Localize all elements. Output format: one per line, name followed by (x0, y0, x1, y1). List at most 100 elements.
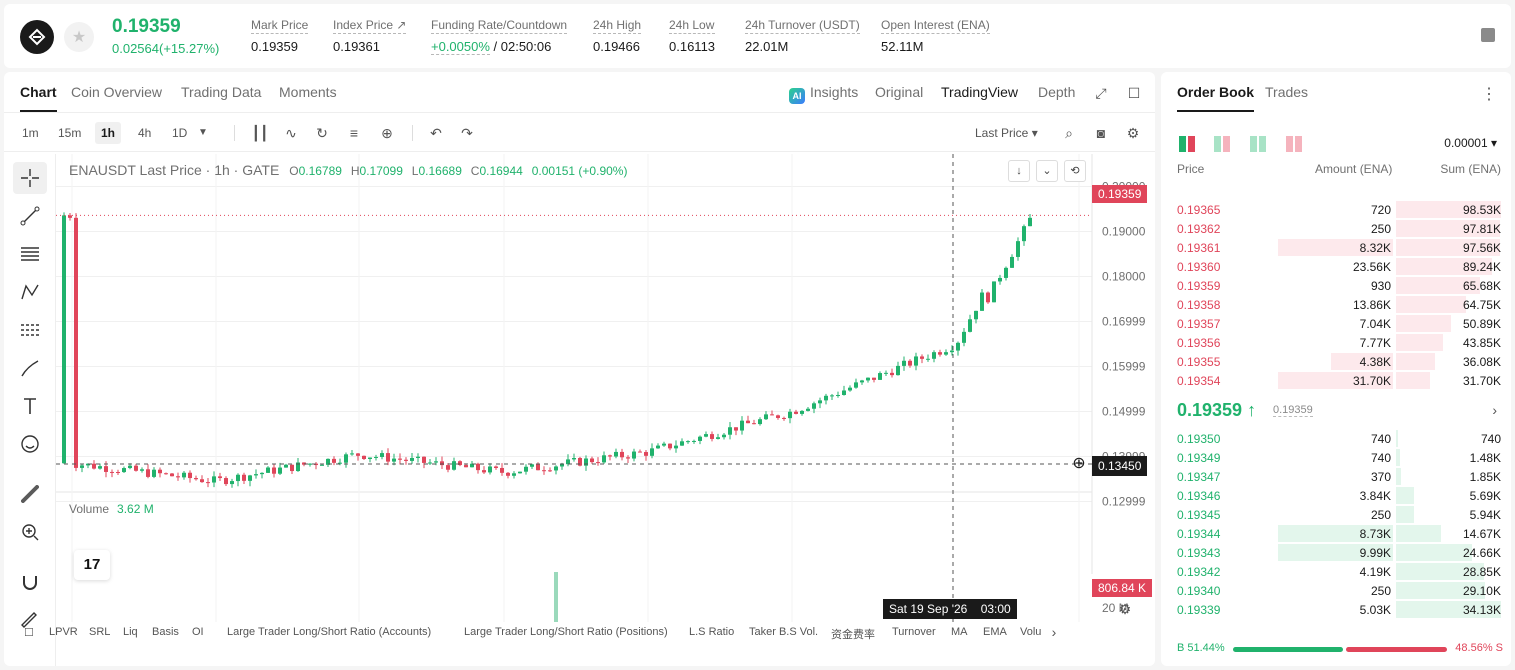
indicator-item[interactable]: SRL (89, 626, 111, 638)
indicator-item[interactable]: Large Trader Long/Short Ratio (Positions… (464, 626, 668, 638)
timeframe-1m[interactable]: 1m (22, 126, 39, 140)
guide-book-icon[interactable] (1481, 28, 1495, 42)
indicator-item[interactable]: Basis (152, 626, 179, 638)
ask-row[interactable]: 0.19356 7.77K 43.85K (1161, 333, 1511, 352)
view-asks-icon[interactable] (1286, 136, 1304, 152)
indicator-item[interactable]: Volu (1020, 626, 1042, 638)
chart-settings-icon[interactable]: ⚙ (1118, 601, 1132, 617)
view-tradingview[interactable]: TradingView (941, 84, 1019, 100)
chevron-down-icon[interactable]: ▼ (198, 127, 208, 138)
tab-order-book[interactable]: Order Book (1177, 84, 1255, 112)
bid-row[interactable]: 0.19345 250 5.94K (1161, 505, 1511, 524)
zoom-in-tool-icon[interactable] (13, 516, 47, 548)
timeframe-15m[interactable]: 15m (58, 126, 82, 140)
view-both-icon[interactable] (1179, 136, 1197, 152)
price-type-select[interactable]: Last Price ▾ (975, 126, 1038, 140)
emoji-tool-icon[interactable] (13, 428, 47, 460)
tab-moments[interactable]: Moments (279, 84, 337, 100)
bid-row[interactable]: 0.19344 8.73K 14.67K (1161, 524, 1511, 543)
bid-row[interactable]: 0.19339 5.03K 34.13K (1161, 600, 1511, 619)
bid-row[interactable]: 0.19346 3.84K 5.69K (1161, 486, 1511, 505)
fullscreen-icon[interactable]: ⤢ (1095, 85, 1107, 101)
add-alert-icon[interactable]: ⊕ (381, 125, 393, 141)
bid-row[interactable]: 0.19347 370 1.85K (1161, 467, 1511, 486)
tab-coin-overview[interactable]: Coin Overview (71, 84, 163, 100)
indicator-item[interactable]: Taker B.S Vol. (749, 626, 819, 638)
stat-label[interactable]: 24h Turnover (USDT) (745, 18, 860, 34)
ask-row[interactable]: 0.19355 4.38K 36.08K (1161, 352, 1511, 371)
ask-row[interactable]: 0.19360 23.56K 89.24K (1161, 257, 1511, 276)
stat-label[interactable]: Index Price ↗ (333, 18, 407, 34)
scroll-down-icon[interactable]: ↓ (1008, 160, 1030, 182)
chevron-right-icon[interactable]: › (1492, 402, 1497, 418)
collapse-icon[interactable]: ⌄ (1036, 160, 1058, 182)
add-order-icon[interactable]: ⊕ (1072, 455, 1086, 472)
bid-row[interactable]: 0.19340 250 29.10K (1161, 581, 1511, 600)
bid-row[interactable]: 0.19343 9.99K 24.66K (1161, 543, 1511, 562)
ruler-tool-icon[interactable] (13, 478, 47, 510)
view-bids-icon[interactable] (1250, 136, 1268, 152)
indicator-item[interactable]: Liq (123, 626, 138, 638)
settings-gear-icon[interactable]: ⚙ (1126, 125, 1140, 141)
search-icon[interactable]: ⌕ (1065, 125, 1073, 141)
chevron-right-icon[interactable]: › (1051, 624, 1057, 640)
indicator-item[interactable]: Turnover (892, 626, 936, 638)
tab-chart[interactable]: Chart (20, 84, 57, 112)
indicator-icon[interactable]: ∿ (285, 125, 297, 141)
window-icon[interactable]: ☐ (1127, 85, 1141, 101)
indicator-item[interactable]: EMA (983, 626, 1007, 638)
view-insights[interactable]: AI Insights (789, 84, 858, 104)
view-depth[interactable]: Depth (1038, 84, 1076, 100)
stat-label[interactable]: Funding Rate/Countdown (431, 18, 568, 34)
ask-row[interactable]: 0.19359 930 65.68K (1161, 276, 1511, 295)
bid-row[interactable]: 0.19350 740 740 (1161, 429, 1511, 448)
ask-row[interactable]: 0.19362 250 97.81K (1161, 219, 1511, 238)
funding-rate[interactable]: +0.0050% (431, 39, 490, 55)
magnet-tool-icon[interactable] (13, 566, 47, 598)
tab-trades[interactable]: Trades (1265, 84, 1309, 100)
candle-type-icon[interactable]: ┃┃ (251, 125, 269, 141)
indicator-item[interactable]: OI (192, 626, 204, 638)
camera-icon[interactable]: ◙ (1096, 125, 1106, 141)
ask-row[interactable]: 0.19361 8.32K 97.56K (1161, 238, 1511, 257)
tradingview-logo-icon[interactable]: 17 (74, 550, 110, 580)
timeframe-1h[interactable]: 1h (95, 122, 122, 144)
text-tool-icon[interactable] (13, 390, 47, 422)
timeframe-1d[interactable]: 1D (172, 126, 188, 140)
stat-label[interactable]: Open Interest (ENA) (881, 18, 990, 34)
ask-row[interactable]: 0.19354 31.70K 31.70K (1161, 371, 1511, 390)
fib-tool-icon[interactable] (13, 238, 47, 270)
timeframe-4h[interactable]: 4h (138, 126, 152, 140)
tab-trading-data[interactable]: Trading Data (181, 84, 262, 100)
favorite-star-icon[interactable]: ★ (64, 22, 94, 52)
ask-row[interactable]: 0.19365 720 98.53K (1161, 200, 1511, 219)
redo-icon[interactable]: ↷ (461, 125, 473, 141)
ask-row[interactable]: 0.19357 7.04K 50.89K (1161, 314, 1511, 333)
indicator-item[interactable]: LPVR (49, 626, 78, 638)
pattern-tool-icon[interactable] (13, 276, 47, 308)
brush-tool-icon[interactable] (13, 352, 47, 384)
more-options-icon[interactable]: ⋮ (1481, 86, 1497, 103)
indicator-item[interactable]: Large Trader Long/Short Ratio (Accounts) (227, 626, 432, 638)
bid-row[interactable]: 0.19342 4.19K 28.85K (1161, 562, 1511, 581)
projection-tool-icon[interactable] (13, 314, 47, 346)
indicator-item[interactable]: MA (951, 626, 968, 638)
trend-line-tool-icon[interactable] (13, 200, 47, 232)
replay-icon[interactable]: ↻ (316, 125, 328, 141)
precision-select[interactable]: 0.00001 ▾ (1444, 136, 1497, 150)
stat-label[interactable]: Mark Price (251, 18, 309, 34)
view-bids-asks-icon[interactable] (1214, 136, 1232, 152)
indicator-item[interactable]: 资金费率 (831, 629, 875, 641)
view-original[interactable]: Original (875, 84, 924, 100)
ask-row[interactable]: 0.19358 13.86K 64.75K (1161, 295, 1511, 314)
lock-drawing-icon[interactable] (13, 604, 47, 636)
refresh-icon[interactable]: ⟲ (1064, 160, 1086, 182)
mid-mark-price[interactable]: 0.19359 (1273, 404, 1313, 417)
undo-icon[interactable]: ↶ (430, 125, 442, 141)
indicator-item[interactable]: L.S Ratio (689, 626, 735, 638)
template-icon[interactable]: ≡ (349, 125, 359, 141)
bid-row[interactable]: 0.19349 740 1.48K (1161, 448, 1511, 467)
indicator-menu-icon[interactable]: ☐ (24, 627, 34, 639)
candlestick-chart[interactable]: 0.200000.190000.180000.169990.159990.149… (56, 154, 1155, 622)
crosshair-tool-icon[interactable] (13, 162, 47, 194)
